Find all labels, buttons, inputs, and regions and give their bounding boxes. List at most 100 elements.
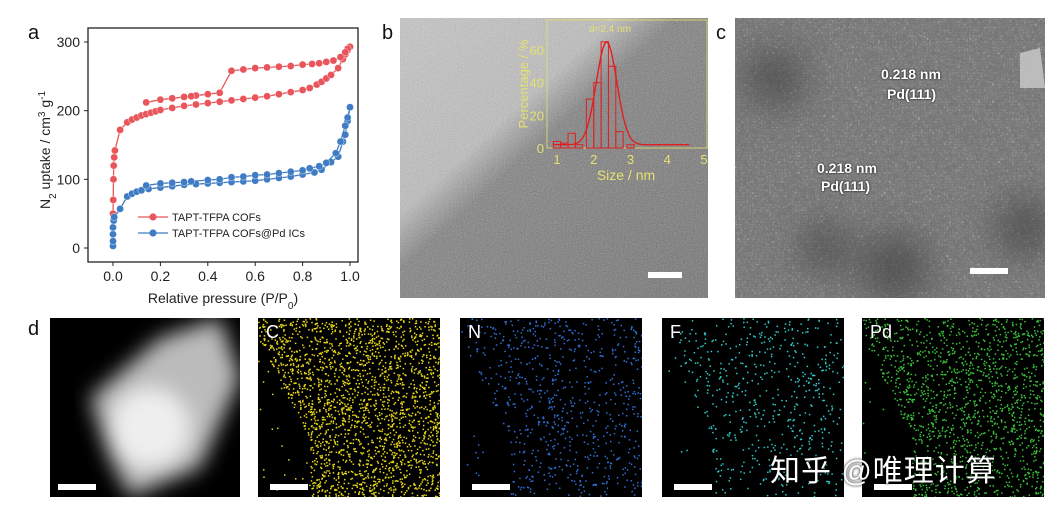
element-map-c: C xyxy=(258,318,440,497)
x-tick-label: 0.2 xyxy=(151,268,171,284)
y-tick-label: 0 xyxy=(72,240,80,256)
data-point xyxy=(336,137,345,146)
y-axis-label: N2 uptake / cm3 g-1 xyxy=(37,91,59,210)
element-map-f: F xyxy=(662,318,844,497)
scale-bar xyxy=(58,484,96,490)
data-point xyxy=(116,126,124,134)
data-point xyxy=(215,89,224,97)
data-point xyxy=(298,86,307,94)
scale-bar xyxy=(648,272,682,278)
lattice-plane-1: Pd(111) xyxy=(887,86,937,102)
data-point xyxy=(263,63,271,72)
data-point xyxy=(168,104,177,112)
map-dots xyxy=(461,318,642,497)
data-point xyxy=(215,97,224,106)
panel-label-a: a xyxy=(28,22,40,44)
data-point xyxy=(227,67,236,75)
data-point xyxy=(327,71,335,79)
data-point xyxy=(109,237,117,245)
hist-y-label: Percentage / % xyxy=(516,39,531,128)
x-tick-label: 0.6 xyxy=(245,268,265,284)
data-point xyxy=(275,90,283,98)
element-map-n: N xyxy=(460,318,642,497)
data-point xyxy=(110,153,118,162)
data-point xyxy=(215,175,224,184)
plot-frame xyxy=(87,27,359,263)
hist-x-tick-label: 4 xyxy=(664,152,671,167)
data-point xyxy=(315,162,323,171)
data-point xyxy=(286,62,295,70)
data-point xyxy=(341,121,350,130)
element-map-pd: Pd xyxy=(862,318,1044,497)
data-point xyxy=(156,106,165,114)
map-dots xyxy=(862,318,1044,497)
data-point xyxy=(315,59,323,68)
watermark: 知乎 @唯理计算 xyxy=(770,455,997,488)
data-point xyxy=(343,113,352,122)
legend-marker xyxy=(149,213,157,221)
data-point xyxy=(142,181,150,190)
haadf-image xyxy=(50,318,240,497)
data-point xyxy=(286,88,295,96)
data-point xyxy=(322,58,331,66)
histogram-bar xyxy=(574,144,584,149)
data-point xyxy=(109,223,117,232)
data-point xyxy=(341,48,350,57)
data-point xyxy=(251,93,259,102)
histogram-bar xyxy=(626,144,635,149)
data-point xyxy=(286,167,295,176)
data-point xyxy=(322,159,331,167)
element-label: N xyxy=(468,322,481,342)
legend-label: TAPT-TFPA COFs@Pd ICs xyxy=(172,228,305,240)
data-point xyxy=(203,99,212,107)
y-tick-label: 100 xyxy=(57,171,81,187)
data-point xyxy=(251,171,259,180)
hist-x-tick-label: 3 xyxy=(627,152,634,167)
element-label: F xyxy=(670,322,681,342)
histogram-bar xyxy=(615,131,624,149)
hist-y-tick-label: 60 xyxy=(530,43,544,58)
data-point xyxy=(298,166,307,175)
data-point xyxy=(111,146,119,155)
data-point xyxy=(251,64,259,72)
y-tick-label: 200 xyxy=(57,103,81,119)
element-label: C xyxy=(266,322,279,342)
hist-x-label: Size / nm xyxy=(597,167,655,183)
x-tick-label: 0.8 xyxy=(293,268,313,284)
histogram-bar xyxy=(567,132,576,149)
data-point xyxy=(187,177,196,186)
map-dots xyxy=(258,318,440,497)
data-point xyxy=(168,94,177,103)
data-point xyxy=(263,92,271,101)
data-point xyxy=(275,169,283,177)
data-point xyxy=(180,93,188,101)
data-point xyxy=(203,90,212,98)
histogram-bar xyxy=(560,142,569,149)
histogram-bar xyxy=(600,41,609,149)
legend-label: TAPT-TFPA COFs xyxy=(172,212,261,224)
data-point xyxy=(187,92,196,101)
scale-bar xyxy=(472,484,510,490)
data-point xyxy=(109,196,118,204)
data-point xyxy=(308,60,316,68)
data-point xyxy=(263,170,271,179)
y-tick-label: 300 xyxy=(57,34,81,50)
data-point xyxy=(305,84,314,92)
histogram-bar xyxy=(607,65,617,149)
data-point xyxy=(109,161,118,170)
data-point xyxy=(227,96,236,105)
data-point xyxy=(192,100,200,109)
data-point xyxy=(109,175,118,184)
x-tick-label: 0.4 xyxy=(198,268,218,284)
element-label: Pd xyxy=(870,322,893,342)
scale-bar xyxy=(970,268,1008,274)
x-axis-label: Relative pressure (P/P0) xyxy=(148,290,298,312)
hist-x-tick-label: 2 xyxy=(590,152,597,167)
panel-label-b: b xyxy=(382,22,394,44)
hist-y-tick-label: 0 xyxy=(537,141,544,156)
hist-x-tick-label: 1 xyxy=(553,152,560,167)
data-point xyxy=(331,149,340,158)
data-point xyxy=(227,173,236,182)
data-point xyxy=(336,53,345,61)
